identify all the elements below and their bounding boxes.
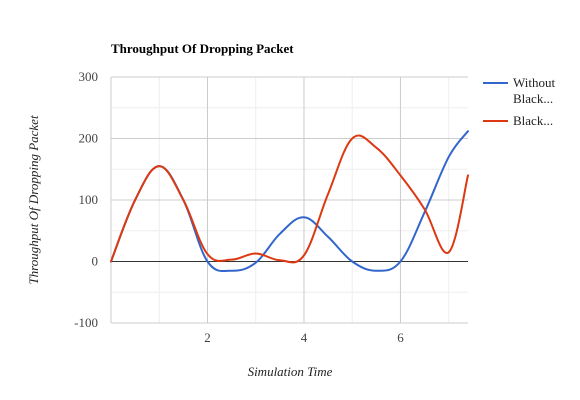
series-line-1 [110, 130, 469, 273]
x-tick-label: 6 [397, 330, 404, 345]
legend-label-2: Black... [513, 113, 553, 128]
legend: Without Black... Black... [483, 75, 555, 128]
y-tick-label: 300 [79, 69, 99, 84]
series-lines [110, 130, 469, 273]
y-tick-label: -100 [74, 315, 98, 330]
x-axis-label: Simulation Time [248, 364, 333, 379]
y-axis-ticks: -100 0 100 200 300 [74, 69, 98, 330]
chart-title: Throughput Of Dropping Packet [111, 41, 294, 56]
legend-label-1: Without Black... [513, 75, 555, 106]
x-tick-label: 4 [301, 330, 308, 345]
grid [110, 76, 468, 324]
x-axis-ticks: 2 4 6 [204, 330, 404, 345]
y-tick-label: 100 [79, 192, 99, 207]
x-tick-label: 2 [204, 330, 211, 345]
y-tick-label: 0 [92, 254, 99, 269]
y-axis-label: Throughput Of Dropping Packet [26, 115, 41, 284]
series-line-2 [110, 134, 469, 264]
y-tick-label: 200 [79, 131, 99, 146]
